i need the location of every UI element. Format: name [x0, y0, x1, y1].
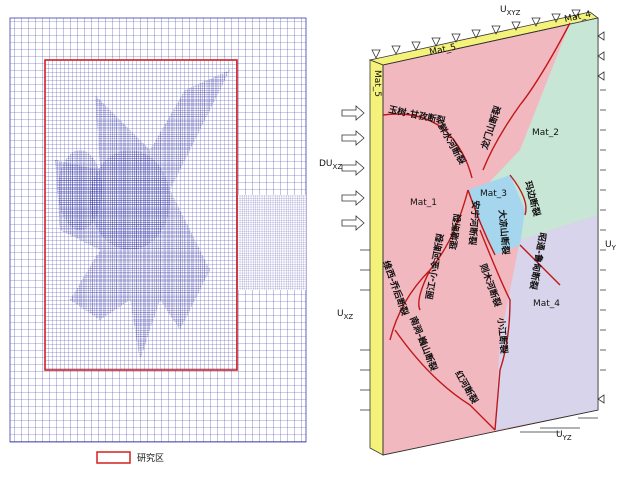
fault-label: 大凉山断裂	[496, 209, 512, 255]
boundary-subscript: XYZ	[507, 9, 521, 17]
material-label: Mat_1	[410, 198, 437, 208]
fault-lines	[382, 22, 571, 431]
material-label: Mat_2	[532, 128, 559, 138]
mesh-panel: 研究区	[9, 17, 307, 464]
boundary-label: UXYZ	[500, 5, 521, 17]
boundary-label: UXZ	[337, 309, 353, 321]
legend-label: 研究区	[137, 452, 164, 464]
face-label: Mat_5	[372, 70, 382, 97]
boundary-label: DUXZ	[319, 159, 342, 171]
boundary-symbol: U	[337, 309, 344, 319]
boundary-symbol: DU	[319, 159, 333, 169]
fault-label: 小江断裂	[495, 316, 510, 354]
boundary-label: UY	[605, 240, 617, 252]
boundary-subscript: XZ	[333, 163, 343, 171]
material-label: Mat_4	[533, 299, 560, 309]
boundary-symbol: U	[556, 430, 563, 440]
fault-label: 安宁河断裂	[466, 200, 482, 246]
boundary-label: UYZ	[556, 430, 572, 442]
supports	[341, 9, 606, 433]
boundary-symbol: U	[605, 240, 612, 250]
boundary-subscript: Y	[611, 244, 617, 252]
boundary-subscript: XZ	[344, 313, 354, 321]
boundary-subscript: YZ	[562, 434, 572, 442]
material-label: Mat_3	[480, 189, 507, 199]
boundary-symbol: U	[500, 5, 507, 15]
block-model	[341, 9, 606, 456]
